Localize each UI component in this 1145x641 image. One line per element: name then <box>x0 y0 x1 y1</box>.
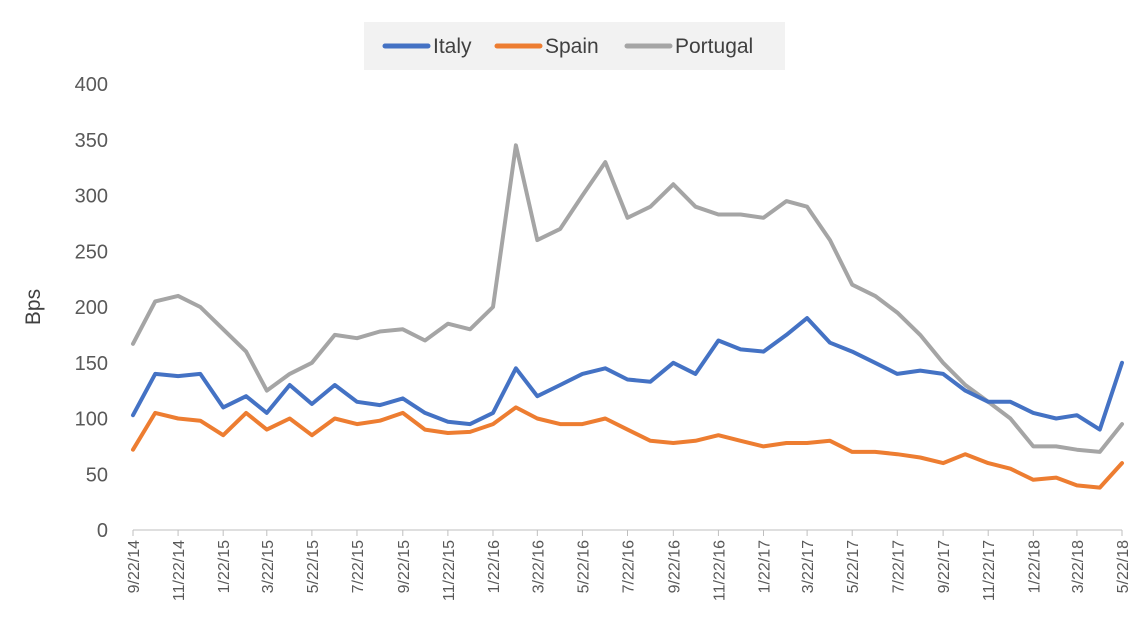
x-tick-label: 9/22/16 <box>666 540 683 593</box>
x-tick-label: 3/22/18 <box>1070 540 1087 593</box>
y-tick-label: 150 <box>75 353 108 375</box>
series-line-spain <box>131 405 1124 490</box>
legend-label-spain: Spain <box>545 35 599 58</box>
y-tick-label: 350 <box>75 130 108 152</box>
x-tick-label: 11/22/17 <box>981 540 998 601</box>
y-tick-label: 300 <box>75 186 108 208</box>
x-tick-label: 5/22/16 <box>575 540 592 593</box>
x-tick-label: 7/22/15 <box>350 540 367 593</box>
x-tick-label: 5/22/18 <box>1115 540 1132 593</box>
series-lines <box>131 143 1124 490</box>
series-line-italy <box>131 316 1124 432</box>
y-tick-label: 400 <box>75 74 108 96</box>
x-tick-label: 11/22/16 <box>711 540 728 601</box>
x-tick-label: 1/22/16 <box>486 540 503 593</box>
series-line-portugal <box>131 143 1124 454</box>
x-tick-label: 9/22/17 <box>936 540 953 593</box>
x-tick-label: 1/22/18 <box>1026 540 1043 593</box>
x-tick-label: 5/22/15 <box>305 540 322 593</box>
x-tick-label: 3/22/17 <box>800 540 817 593</box>
x-axis: 9/22/14 11/22/14 1/22/15 3/22/15 5/22/15 7/22… <box>126 529 1132 601</box>
y-axis-title: Bps <box>22 289 45 325</box>
y-tick-label: 200 <box>75 297 108 319</box>
x-tick-label: 11/22/15 <box>441 540 458 601</box>
legend-label-portugal: Portugal <box>675 35 753 58</box>
y-tick-label: 50 <box>86 464 108 486</box>
x-tick-label: 7/22/16 <box>621 540 638 593</box>
y-tick-label: 250 <box>75 241 108 263</box>
x-tick-label: 1/22/15 <box>216 540 233 593</box>
x-tick-label: 1/22/17 <box>757 540 774 593</box>
x-tick-label: 11/22/14 <box>171 540 188 601</box>
legend-background <box>364 22 785 70</box>
x-tick-label: 9/22/14 <box>126 540 143 593</box>
y-tick-label: 100 <box>75 409 108 431</box>
y-tick-label: 0 <box>97 520 108 542</box>
x-tick-label: 9/22/15 <box>396 540 413 593</box>
x-tick-label: 5/22/17 <box>845 540 862 593</box>
legend: Italy Spain Portugal <box>364 22 785 70</box>
x-tick-label: 7/22/17 <box>890 540 907 593</box>
legend-label-italy: Italy <box>433 35 472 58</box>
x-tick-label: 3/22/15 <box>260 540 277 593</box>
y-axis-tick-labels: 0 50 100 150 200 250 300 350 400 <box>75 74 108 542</box>
x-tick-label: 3/22/16 <box>530 540 547 593</box>
